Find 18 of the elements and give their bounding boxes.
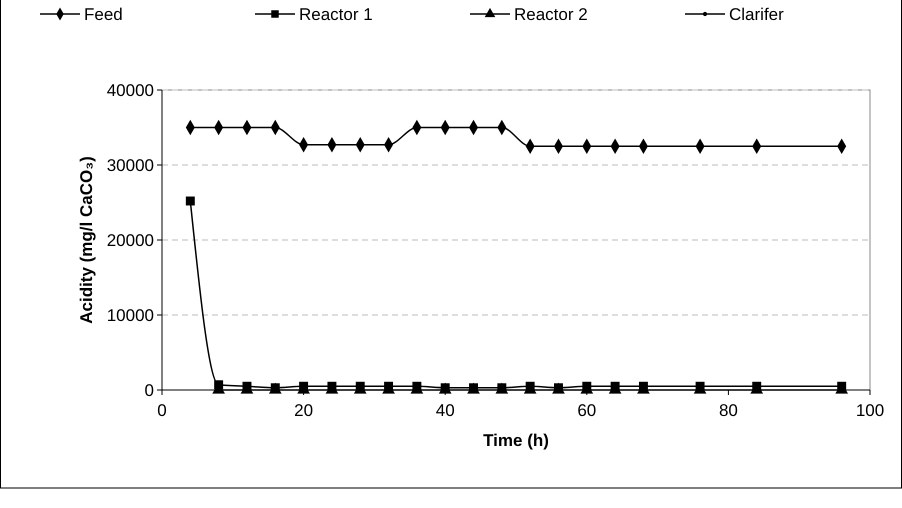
- x-axis-title: Time (h): [483, 431, 549, 450]
- y-tick-label: 0: [144, 381, 154, 400]
- legend-label: Reactor 1: [299, 5, 373, 24]
- x-tick-label: 0: [157, 401, 167, 420]
- y-tick-label: 20000: [106, 231, 154, 250]
- legend-label: Feed: [84, 5, 123, 24]
- y-tick-label: 40000: [106, 81, 154, 100]
- y-axis-title: Acidity (mg/l CaCO₃): [77, 156, 96, 324]
- x-tick-label: 60: [577, 401, 596, 420]
- y-tick-label: 30000: [106, 156, 154, 175]
- x-tick-label: 100: [856, 401, 884, 420]
- legend-label: Reactor 2: [514, 5, 588, 24]
- y-tick-label: 10000: [106, 306, 154, 325]
- legend-label: Clarifer: [729, 5, 784, 24]
- x-tick-label: 80: [718, 401, 738, 420]
- point: [186, 196, 195, 206]
- x-tick-label: 20: [294, 401, 314, 420]
- x-tick-label: 40: [436, 401, 455, 420]
